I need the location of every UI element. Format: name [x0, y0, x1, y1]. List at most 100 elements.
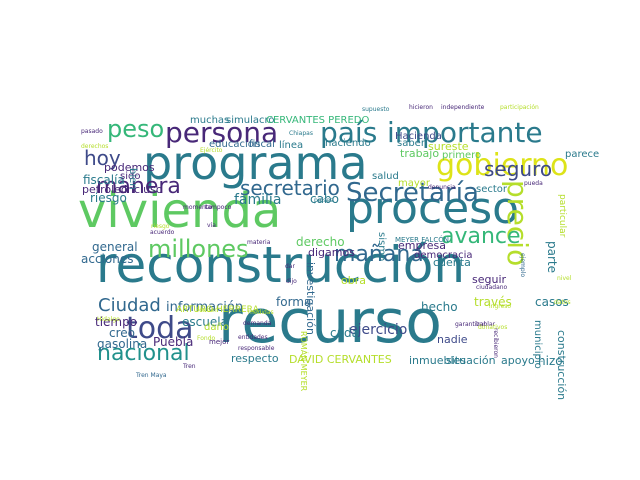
- cloud-word: Chiapas: [289, 130, 313, 137]
- cloud-word: países: [314, 197, 334, 204]
- cloud-word: investigación: [304, 262, 317, 335]
- cloud-word: tiempo: [95, 315, 138, 329]
- cloud-word: ciudadano: [476, 284, 508, 291]
- cloud-word: proceso: [346, 183, 520, 234]
- cloud-word: sector: [476, 184, 508, 195]
- cloud-word: nacional: [97, 341, 190, 366]
- cloud-word: haciendo: [325, 138, 371, 149]
- cloud-word: datos: [554, 299, 571, 306]
- cloud-word: vivienda: [78, 183, 282, 239]
- cloud-word: ROMÁN MEYER: [299, 331, 308, 392]
- cloud-word: nadie: [437, 333, 468, 346]
- cloud-word: salud: [372, 171, 399, 182]
- cloud-word: ingreso: [489, 303, 512, 310]
- cloud-word: incluso: [124, 183, 163, 196]
- cloud-word: podemos: [104, 161, 155, 174]
- cloud-word: educación: [209, 139, 261, 150]
- cloud-word: recurso: [218, 287, 442, 357]
- cloud-word: donativos: [478, 324, 508, 331]
- cloud-word: denuncia: [428, 184, 456, 191]
- cloud-word: apoyo: [501, 354, 535, 367]
- cloud-word: vía: [207, 222, 216, 229]
- cloud-word: parte: [545, 241, 559, 273]
- cloud-word: general: [92, 240, 138, 254]
- cloud-word: mañana: [334, 242, 424, 267]
- cloud-word: Fonden: [196, 307, 219, 314]
- cloud-word: sismo: [376, 232, 387, 262]
- cloud-word: tampoco: [205, 204, 232, 211]
- cloud-word: riesgo: [90, 191, 127, 205]
- cloud-word: ejemplo: [519, 253, 526, 278]
- cloud-word: garantizar: [455, 321, 486, 328]
- cloud-word: respecto: [231, 352, 279, 365]
- cloud-word: dar: [285, 263, 295, 270]
- cloud-word: daño: [204, 322, 229, 333]
- cloud-word: Tren Maya: [136, 372, 167, 379]
- cloud-word: información: [166, 300, 244, 315]
- cloud-word: recibieron: [492, 328, 499, 358]
- cloud-word: materia: [247, 239, 271, 246]
- cloud-word: digamos: [308, 246, 355, 259]
- cloud-word: pasado: [81, 128, 103, 135]
- cloud-word: forma: [276, 295, 312, 309]
- cloud-word: trabajo: [400, 147, 440, 160]
- cloud-word: línea: [279, 140, 304, 151]
- cloud-word: reconstrucción: [96, 236, 466, 294]
- cloud-word: casos: [535, 295, 569, 309]
- cloud-word: particular: [557, 194, 567, 238]
- cloud-word: MEYER FALCÓN: [395, 236, 449, 244]
- cloud-word: independiente: [441, 104, 485, 111]
- cloud-word: hoy: [84, 146, 121, 170]
- cloud-word: persona: [165, 116, 279, 149]
- cloud-word: fiscal: [249, 139, 275, 150]
- cloud-word: inmuebles: [409, 354, 467, 367]
- cloud-word: bien: [127, 168, 138, 190]
- cloud-word: responsable: [238, 345, 275, 352]
- cloud-word: pueda: [524, 180, 543, 187]
- cloud-word: país: [320, 116, 378, 149]
- cloud-word: obra: [341, 274, 366, 287]
- cloud-word: construcción: [555, 330, 568, 401]
- cloud-word: hablar: [476, 321, 496, 328]
- cloud-word: peso: [107, 115, 165, 143]
- cloud-word: acciones: [81, 252, 134, 266]
- cloud-word: simulacro: [226, 115, 275, 126]
- cloud-word: primero: [442, 150, 482, 161]
- cloud-word: participación: [500, 104, 539, 111]
- cloud-word: municipio: [532, 320, 543, 369]
- cloud-word: democracia: [414, 250, 473, 261]
- cloud-word: familia: [234, 192, 282, 208]
- cloud-word: petróleo: [82, 183, 128, 196]
- cloud-word: gobierno: [436, 148, 569, 183]
- cloud-word: Puebla: [153, 335, 194, 349]
- cloud-word: Ejército: [200, 147, 223, 154]
- cloud-word: momento: [183, 204, 212, 211]
- cloud-word: dijo: [286, 278, 297, 285]
- cloud-word: medidas: [248, 309, 274, 316]
- cloud-word: riesgo: [151, 223, 170, 230]
- cloud-word: ejercicio: [349, 322, 408, 338]
- cloud-word: manera: [96, 174, 181, 199]
- cloud-word: sido: [120, 171, 141, 182]
- cloud-word: seguir: [472, 273, 507, 286]
- cloud-word: fiscalía: [83, 173, 125, 187]
- cloud-word: escuela: [182, 315, 228, 329]
- cloud-word: saber: [397, 138, 425, 149]
- cloud-word: derechos: [81, 143, 109, 150]
- cloud-word: avance: [441, 224, 521, 249]
- cloud-word: demanda: [243, 320, 272, 327]
- cloud-word: seguro: [484, 157, 553, 181]
- cloud-word: millones: [148, 235, 249, 263]
- cloud-word: derecho: [296, 235, 345, 249]
- cloud-word: Fondo: [197, 335, 216, 342]
- cloud-word: gasolina: [97, 337, 148, 351]
- cloud-word: Hidalgo: [97, 316, 120, 323]
- cloud-word: hizo: [538, 354, 563, 368]
- cloud-word: muchas: [190, 115, 230, 126]
- cloud-word: acuerdo: [150, 229, 175, 236]
- cloud-word: creo: [109, 326, 135, 340]
- cloud-word: entidades: [238, 334, 268, 341]
- cloud-word: hecho: [421, 300, 458, 314]
- cloud-word: Tren: [183, 363, 196, 370]
